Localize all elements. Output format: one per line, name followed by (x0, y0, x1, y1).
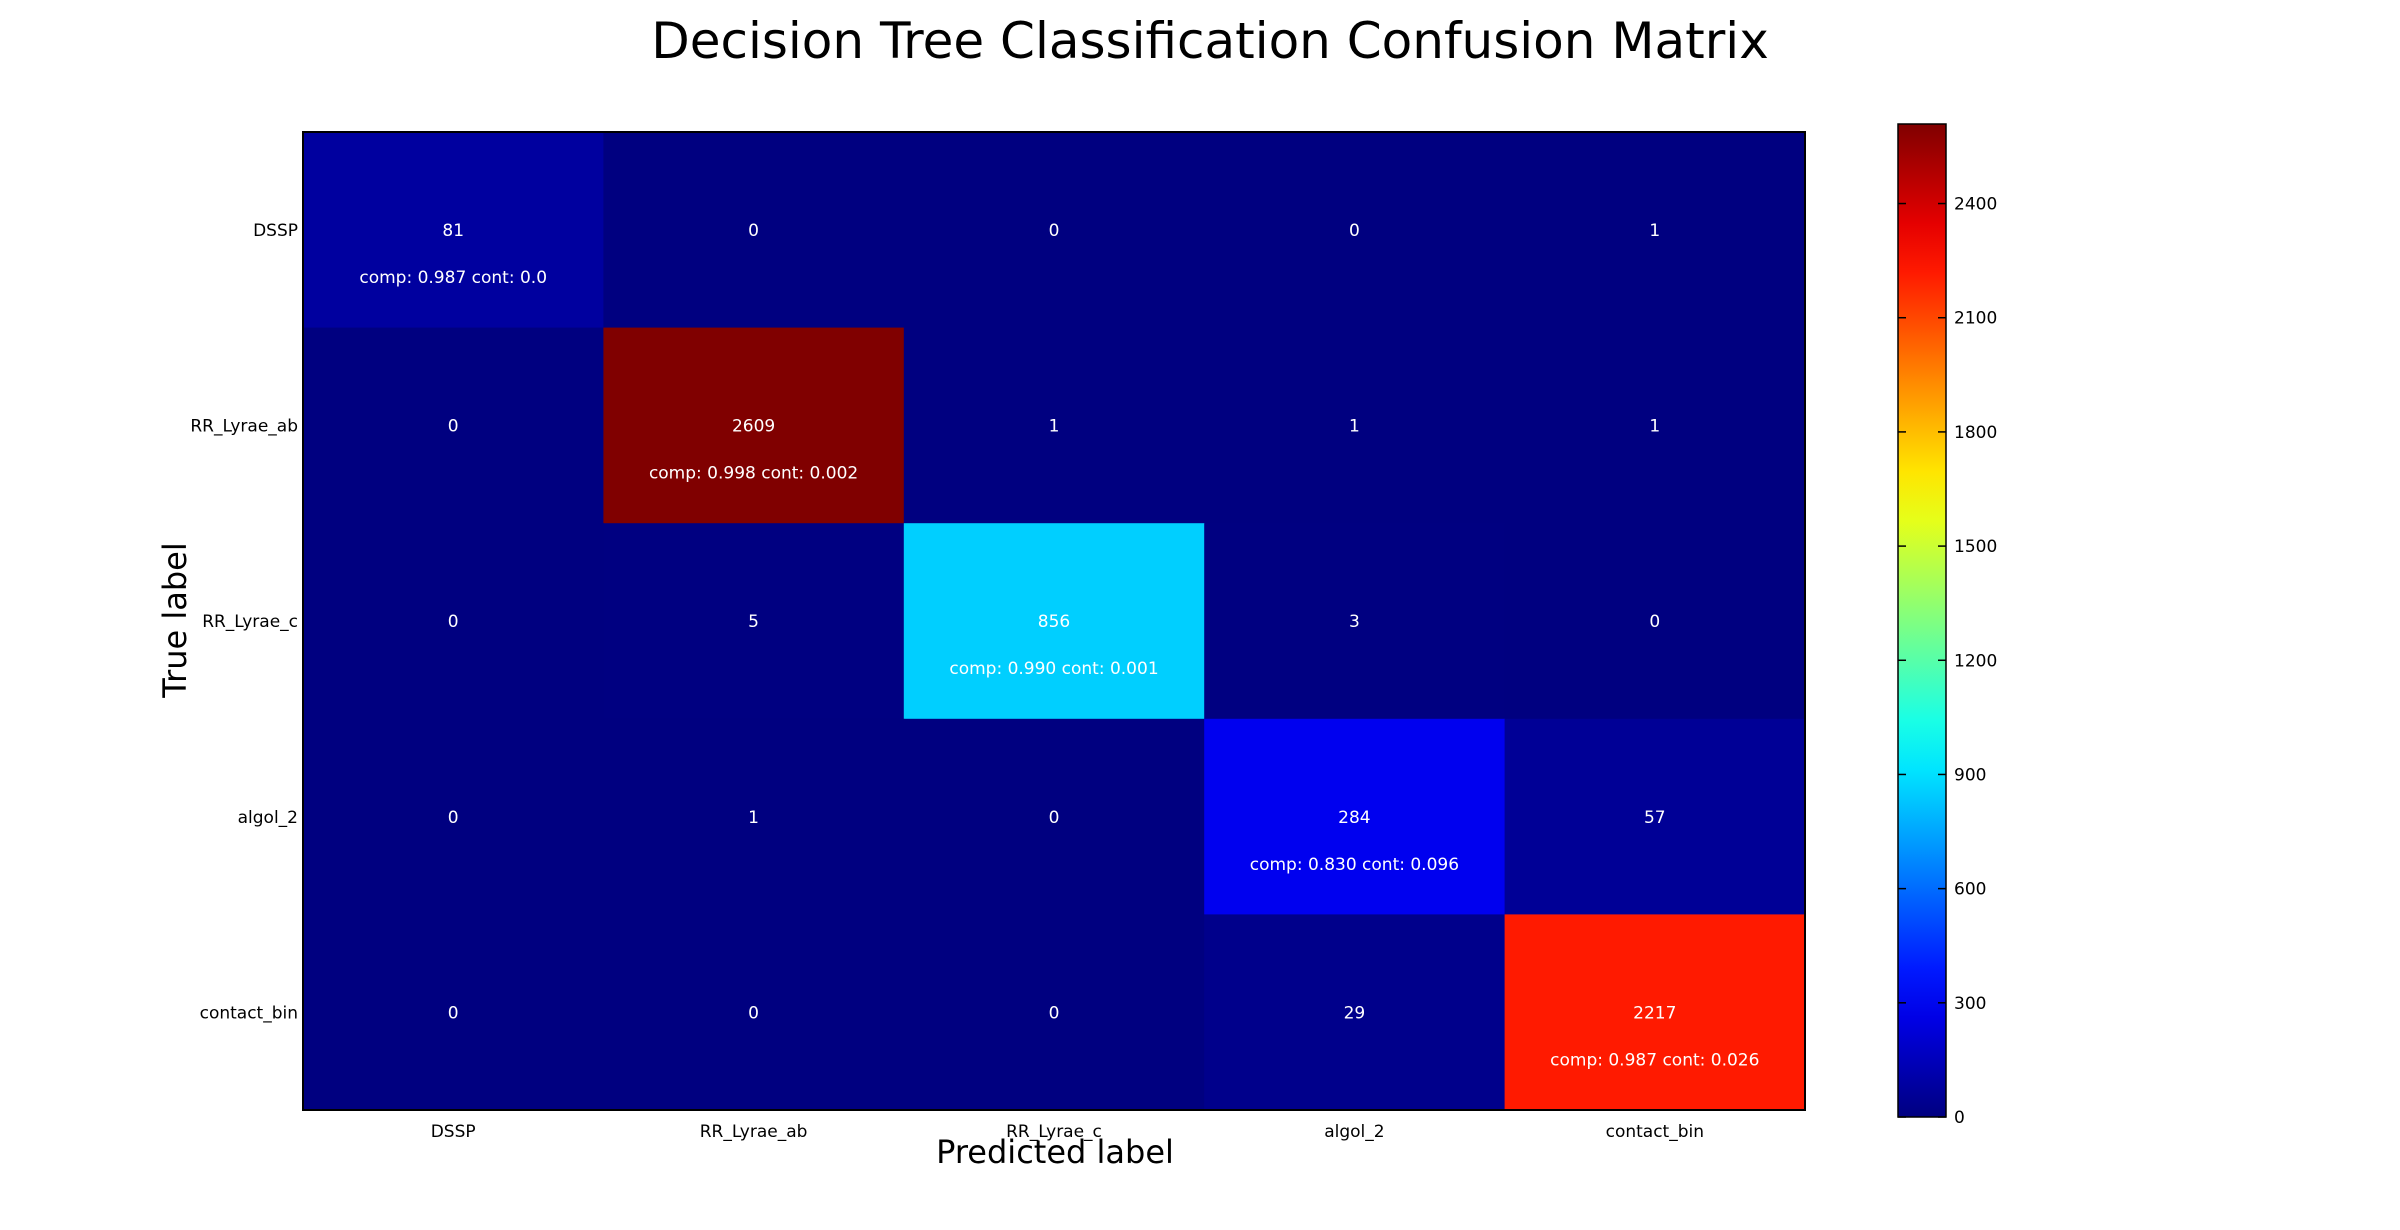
y-tick-labels: DSSP RR_Lyrae_ab RR_Lyrae_c algol_2 contact_… (190, 221, 298, 1023)
cell-annotation-label: comp: 0.830 cont: 0.096 (1250, 855, 1459, 875)
heatmap-cell (1204, 718, 1506, 915)
cell-annotation-label: comp: 0.987 cont: 0.026 (1550, 1050, 1759, 1070)
chart-title: Decision Tree Classification Confusion M… (651, 12, 1769, 70)
y-tick-label: DSSP (253, 221, 298, 241)
cell-value-label: 0 (448, 808, 459, 828)
heatmap-cell (903, 132, 1205, 329)
heatmap-cell (603, 914, 905, 1111)
heatmap-cell (903, 523, 1205, 720)
colorbar-tick-label: 900 (1954, 765, 1986, 785)
heatmap-cell (1504, 914, 1806, 1111)
heatmap-cell (303, 132, 604, 329)
heatmap-cell (1204, 327, 1506, 524)
heatmap-cell (1204, 523, 1506, 720)
x-tick-label: RR_Lyrae_c (1006, 1122, 1102, 1142)
cell-value-label: 81 (442, 221, 464, 241)
cell-value-label: 2217 (1633, 1003, 1676, 1023)
x-axis-label: Predicted label (936, 1133, 1174, 1171)
cell-value-label: 5 (748, 612, 759, 632)
heatmap-cell (1504, 718, 1806, 915)
cell-value-label: 1 (748, 808, 759, 828)
x-tick-label: DSSP (431, 1122, 476, 1142)
colorbar-tick-label: 600 (1954, 880, 1986, 900)
y-tick-label: RR_Lyrae_c (202, 612, 298, 632)
colorbar-tick-label: 2100 (1954, 309, 1997, 329)
cell-value-label: 856 (1038, 612, 1070, 632)
cell-value-label: 1 (1649, 221, 1660, 241)
y-tick-label: contact_bin (200, 1003, 298, 1023)
cell-value-label: 29 (1344, 1003, 1366, 1023)
cell-annotation-label: comp: 0.990 cont: 0.001 (949, 659, 1158, 679)
y-tick-label: algol_2 (238, 808, 298, 828)
heatmap-cell-labels: 81 comp: 0.987 cont: 0.0 0 0 0 1 0 2609 comp: 0.… (359, 221, 1759, 1070)
cell-value-label: 284 (1338, 808, 1370, 828)
plot-frame (302, 131, 1806, 1111)
heatmap-cell (903, 718, 1205, 915)
cell-value-label: 57 (1644, 808, 1666, 828)
heatmap-cell (603, 523, 905, 720)
x-tick-label: contact_bin (1606, 1122, 1704, 1142)
heatmap-cells (303, 132, 1806, 1111)
heatmap-cell (1504, 523, 1806, 720)
colorbar-tick-label: 1200 (1954, 651, 1997, 671)
colorbar-tick-label: 300 (1954, 994, 1986, 1014)
heatmap-cell (1204, 132, 1506, 329)
cell-annotation-label: comp: 0.987 cont: 0.0 (359, 268, 547, 288)
cell-value-label: 0 (1049, 221, 1060, 241)
x-tick-label: algol_2 (1324, 1122, 1384, 1142)
colorbar-tick-label: 2400 (1954, 195, 1997, 215)
cell-value-label: 0 (1049, 1003, 1060, 1023)
cell-value-label: 3 (1349, 612, 1360, 632)
cell-value-label: 0 (748, 221, 759, 241)
heatmap-cell (303, 327, 604, 524)
heatmap-cell (1504, 132, 1806, 329)
heatmap-cell (603, 718, 905, 915)
heatmap-cell (303, 523, 604, 720)
heatmap-cell (1504, 327, 1806, 524)
heatmap-cell (903, 914, 1205, 1111)
cell-value-label: 0 (448, 612, 459, 632)
y-axis-label: True label (156, 542, 194, 699)
cell-annotation-label: comp: 0.998 cont: 0.002 (649, 464, 858, 484)
cell-value-label: 0 (748, 1003, 759, 1023)
colorbar-tick-labels: 0 300 600 900 1200 1500 1800 2100 2400 (1898, 195, 1997, 1128)
cell-value-label: 0 (448, 1003, 459, 1023)
x-tick-labels: DSSP RR_Lyrae_ab RR_Lyrae_c algol_2 contact_… (431, 1122, 1704, 1142)
heatmap-cell (1204, 914, 1506, 1111)
cell-value-label: 2609 (732, 417, 775, 437)
colorbar-tick-label: 1800 (1954, 423, 1997, 443)
heatmap-cell (603, 132, 905, 329)
heatmap-cell (303, 914, 604, 1111)
cell-value-label: 0 (1049, 808, 1060, 828)
heatmap-cell (303, 718, 604, 915)
cell-value-label: 0 (1349, 221, 1360, 241)
x-tick-label: RR_Lyrae_ab (700, 1122, 808, 1142)
cell-value-label: 0 (448, 417, 459, 437)
cell-value-label: 1 (1049, 417, 1060, 437)
heatmap-cell (603, 327, 905, 524)
cell-value-label: 0 (1649, 612, 1660, 632)
cell-value-label: 1 (1649, 417, 1660, 437)
heatmap-cell (903, 327, 1205, 524)
colorbar-tick-label: 0 (1954, 1108, 1965, 1128)
cell-value-label: 1 (1349, 417, 1360, 437)
colorbar-tick-label: 1500 (1954, 537, 1997, 557)
y-tick-label: RR_Lyrae_ab (190, 417, 298, 437)
colorbar (1897, 123, 1947, 1118)
